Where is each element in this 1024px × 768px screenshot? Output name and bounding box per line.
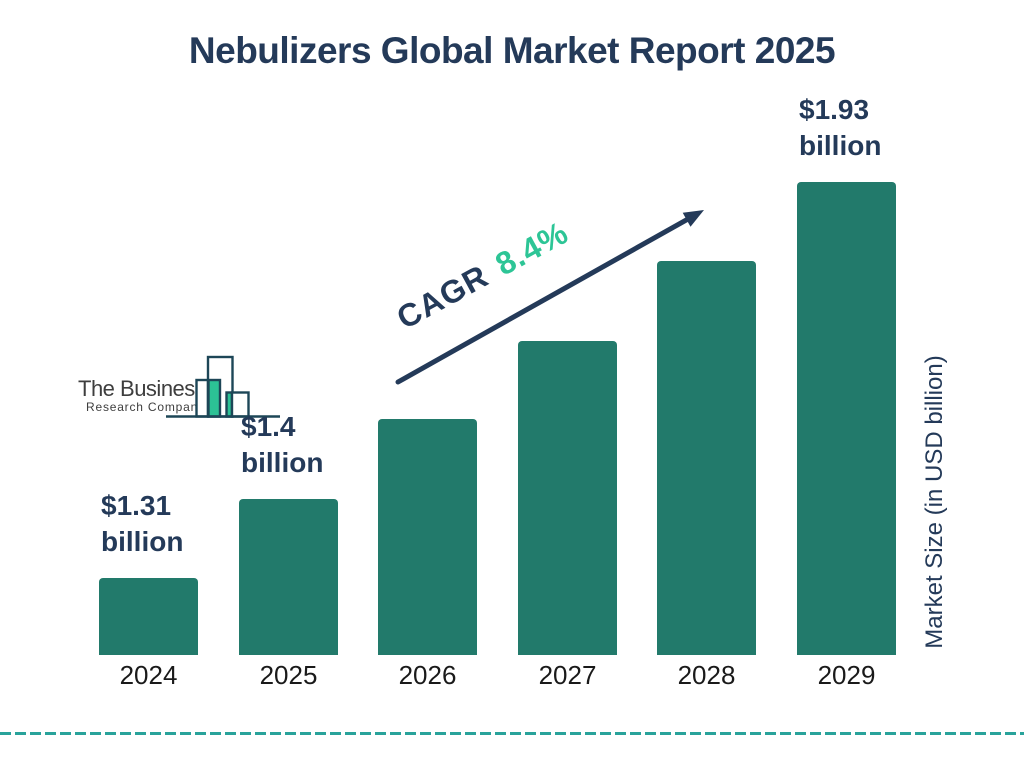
logo-bar-chart-icon xyxy=(166,355,280,418)
x-axis-label-2028: 2028 xyxy=(677,660,736,690)
value-label-2024: $1.31 billion xyxy=(101,490,184,557)
bar-2029 xyxy=(797,182,896,655)
cagr-value: 8.4% xyxy=(489,214,575,283)
cagr-label: CAGR xyxy=(390,257,495,336)
logo-text-primary: The Business xyxy=(78,376,206,401)
cagr-annotation: CAGR8.4% xyxy=(391,214,574,336)
x-axis-label-2027: 2027 xyxy=(538,660,597,690)
logo-text-secondary: Research Company xyxy=(86,400,205,414)
bar-2026 xyxy=(378,419,477,655)
x-axis-label-2026: 2026 xyxy=(398,660,457,690)
y-axis-title: Market Size (in USD billion) xyxy=(921,355,948,649)
bar-2028 xyxy=(657,261,756,655)
x-axis-label-2029: 2029 xyxy=(817,660,876,690)
value-label-2029: $1.93 billion xyxy=(799,94,882,161)
bar-2027 xyxy=(518,341,617,655)
bar-2025 xyxy=(239,499,338,655)
x-axis-label-2024: 2024 xyxy=(119,660,178,690)
bar-2024 xyxy=(99,578,198,655)
x-axis-label-2025: 2025 xyxy=(259,660,318,690)
value-label-2025: $1.4 billion xyxy=(241,411,324,478)
page-title: Nebulizers Global Market Report 2025 xyxy=(188,30,836,71)
company-logo: The Business Research Company xyxy=(0,176,300,418)
bottom-dashed-divider xyxy=(0,732,1024,735)
